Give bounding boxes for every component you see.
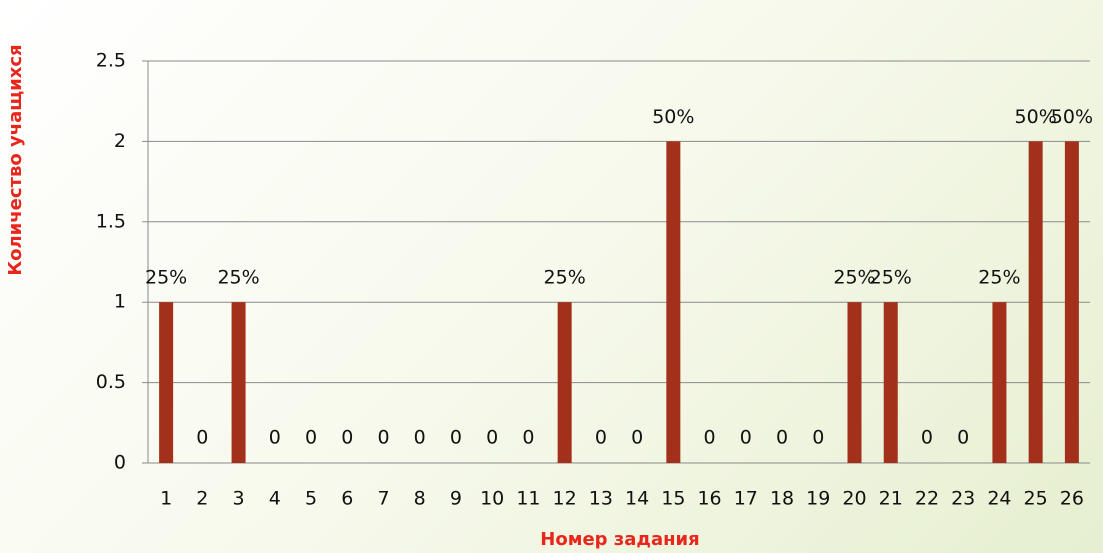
x-tick-label: 12 xyxy=(553,488,577,510)
data-label: 0 xyxy=(957,427,969,449)
x-tick-label: 6 xyxy=(341,488,353,510)
data-label: 0 xyxy=(305,427,317,449)
x-tick-label: 21 xyxy=(879,488,903,510)
data-label: 25% xyxy=(544,267,586,289)
y-tick-label: 1.5 xyxy=(96,210,126,232)
bar xyxy=(1028,141,1043,463)
x-tick-label: 11 xyxy=(516,488,540,510)
y-tick-label: 0.5 xyxy=(96,371,126,393)
bar xyxy=(883,302,898,463)
data-label: 0 xyxy=(595,427,607,449)
data-label: 0 xyxy=(704,427,716,449)
x-tick-label: 8 xyxy=(414,488,426,510)
x-tick-label: 10 xyxy=(480,488,504,510)
x-tick-label: 9 xyxy=(450,488,462,510)
data-label: 25% xyxy=(217,267,259,289)
bar xyxy=(159,302,174,463)
y-tick-label: 1 xyxy=(114,291,126,313)
y-tick-label: 0 xyxy=(114,452,126,474)
data-label: 0 xyxy=(740,427,752,449)
x-tick-label: 4 xyxy=(269,488,281,510)
data-label: 0 xyxy=(450,427,462,449)
x-tick-label: 7 xyxy=(377,488,389,510)
data-label: 0 xyxy=(269,427,281,449)
x-axis-title: Номер задания xyxy=(540,529,699,550)
y-tick-label: 2.5 xyxy=(96,50,126,72)
data-label: 0 xyxy=(522,427,534,449)
data-label: 25% xyxy=(978,267,1020,289)
x-tick-label: 25 xyxy=(1024,488,1048,510)
x-tick-label: 22 xyxy=(915,488,939,510)
y-tick-label: 2 xyxy=(114,130,126,152)
data-label: 0 xyxy=(921,427,933,449)
x-tick-label: 14 xyxy=(625,488,649,510)
x-tick-label: 13 xyxy=(589,488,613,510)
x-tick-label: 19 xyxy=(806,488,830,510)
bar xyxy=(1064,141,1079,463)
bar xyxy=(847,302,862,463)
data-label: 25% xyxy=(833,267,875,289)
bar xyxy=(992,302,1007,463)
x-tick-label: 2 xyxy=(196,488,208,510)
x-tick-label: 16 xyxy=(697,488,721,510)
y-axis-title: Количество учащихся xyxy=(5,44,26,275)
x-tick-label: 26 xyxy=(1060,488,1084,510)
data-label: 0 xyxy=(631,427,643,449)
x-tick-label: 17 xyxy=(734,488,758,510)
data-label: 0 xyxy=(196,427,208,449)
data-label: 0 xyxy=(812,427,824,449)
data-label: 0 xyxy=(486,427,498,449)
data-label: 50% xyxy=(1015,106,1057,128)
x-tick-label: 3 xyxy=(233,488,245,510)
data-label: 0 xyxy=(414,427,426,449)
bar xyxy=(231,302,246,463)
bar xyxy=(557,302,572,463)
data-label: 25% xyxy=(145,267,187,289)
x-tick-label: 20 xyxy=(842,488,866,510)
data-label: 0 xyxy=(341,427,353,449)
data-label: 25% xyxy=(870,267,912,289)
data-label: 0 xyxy=(377,427,389,449)
x-tick-label: 24 xyxy=(987,488,1011,510)
data-label: 0 xyxy=(776,427,788,449)
x-tick-label: 1 xyxy=(160,488,172,510)
data-label: 50% xyxy=(652,106,694,128)
x-tick-label: 5 xyxy=(305,488,317,510)
data-label: 50% xyxy=(1051,106,1093,128)
x-tick-label: 18 xyxy=(770,488,794,510)
x-tick-label: 15 xyxy=(661,488,685,510)
bar xyxy=(666,141,681,463)
x-tick-label: 23 xyxy=(951,488,975,510)
